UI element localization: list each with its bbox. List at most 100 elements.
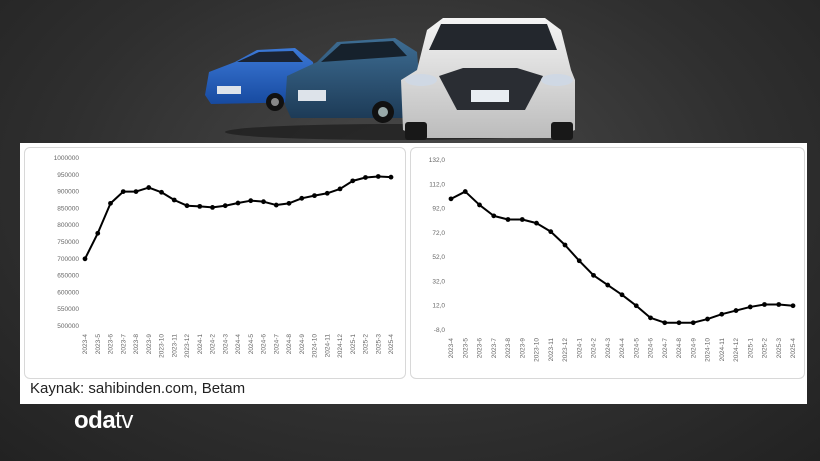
data-point [312, 193, 317, 199]
x-tick-label: 2024-11 [719, 338, 726, 362]
data-point [747, 304, 753, 310]
data-point [705, 316, 710, 322]
x-tick-label: 2024-7 [273, 334, 280, 355]
x-tick-label: 2024-12 [337, 334, 344, 358]
data-point [375, 174, 381, 179]
data-point [273, 202, 279, 208]
x-tick-label: 2024-9 [299, 334, 306, 355]
x-tick-label: 2024-7 [662, 338, 669, 359]
data-point [576, 258, 582, 264]
x-tick-label: 2023-12 [184, 334, 191, 358]
y-tick-label: 500000 [57, 323, 79, 330]
x-tick-label: 2023-12 [562, 338, 569, 362]
x-tick-label: 2024-8 [286, 334, 293, 355]
x-tick-label: 2025-1 [747, 338, 754, 359]
data-point [95, 230, 101, 236]
x-tick-label: 2024-11 [324, 334, 331, 358]
x-tick-label: 2023-6 [108, 334, 115, 355]
x-tick-label: 2024-5 [633, 338, 640, 359]
data-point [462, 189, 468, 194]
x-tick-label: 2024-12 [733, 338, 740, 362]
data-point [534, 220, 539, 226]
data-point [184, 203, 190, 209]
x-tick-label: 2024-6 [261, 334, 268, 355]
y-tick-label: 52,0 [432, 254, 445, 261]
x-tick-label: 2025-1 [350, 334, 357, 355]
x-tick-label: 2023-4 [448, 338, 455, 359]
y-tick-label: 650000 [57, 273, 79, 280]
x-tick-label: 2024-10 [705, 338, 712, 362]
y-tick-label: 132,0 [429, 157, 446, 164]
data-point [519, 217, 525, 222]
data-point [676, 320, 682, 326]
chart-panel: 500000 550000 600000 650000 700000 750000 8000… [20, 143, 807, 404]
data-point [733, 308, 739, 313]
data-point [548, 229, 554, 235]
data-point [171, 197, 177, 203]
x-tick-label: 2023-8 [133, 334, 140, 355]
source-caption: Kaynak: sahibinden.com, Betam [30, 380, 246, 397]
x-tick-label: 2023-7 [120, 334, 127, 355]
data-point [776, 302, 782, 307]
logo-bold-text: oda [74, 407, 116, 434]
x-tick-label: 2024-1 [197, 334, 204, 355]
data-point [261, 199, 266, 205]
series-line [84, 175, 392, 260]
data-point [82, 256, 88, 262]
data-point [235, 200, 241, 206]
data-point [350, 178, 356, 184]
x-tick-label: 2024-2 [210, 334, 217, 355]
data-point [159, 189, 164, 195]
x-tick-label: 2023-8 [505, 338, 512, 359]
y-tick-label: 92,0 [432, 206, 445, 213]
x-tick-label: 2024-9 [690, 338, 697, 359]
data-point [505, 217, 511, 222]
y-tick-label: 112,0 [429, 181, 445, 188]
price-chart-left-svg: 500000 550000 600000 650000 700000 750000 8000… [54, 155, 395, 358]
y-tick-label: 1000000 [54, 155, 80, 162]
y-tick-label: 72,0 [432, 230, 445, 237]
x-tick-label: 2024-4 [619, 338, 626, 359]
x-tick-label: 2025-4 [388, 334, 395, 355]
y-tick-label: 900000 [57, 189, 79, 196]
x-tick-label: 2024-2 [591, 338, 598, 359]
data-point [120, 189, 126, 194]
data-point [591, 272, 596, 278]
x-tick-label: 2023-11 [548, 338, 555, 362]
x-tick-label: 2023-10 [534, 338, 541, 362]
x-tick-label: 2025-2 [762, 338, 769, 359]
data-point [363, 175, 368, 180]
y-tick-label: 800000 [57, 222, 79, 229]
data-point [286, 200, 292, 206]
x-tick-label: 2024-3 [222, 334, 229, 355]
x-tick-label: 2024-5 [248, 334, 255, 355]
x-tick-label: 2023-10 [159, 334, 166, 358]
price-chart-left: 500000 550000 600000 650000 700000 750000 8000… [24, 147, 406, 379]
data-point [222, 203, 228, 209]
y-tick-label: 600000 [57, 289, 79, 296]
x-tick-label: 2025-3 [375, 334, 382, 355]
x-tick-label: 2025-4 [790, 338, 797, 359]
x-tick-label: 2023-6 [477, 338, 484, 359]
data-point [477, 202, 482, 208]
data-point [690, 320, 696, 326]
y-tick-label: 750000 [57, 239, 79, 246]
x-tick-label: 2023-7 [491, 338, 498, 359]
data-point [388, 174, 394, 180]
x-tick-label: 2025-2 [363, 334, 370, 355]
data-point [562, 242, 568, 248]
x-tick-label: 2024-8 [676, 338, 683, 359]
logo-light-text: tv [115, 407, 133, 434]
x-tick-label: 2024-10 [312, 334, 319, 358]
y-tick-label: 700000 [57, 256, 79, 263]
data-point [790, 303, 796, 309]
car-photo [205, 18, 575, 140]
index-chart-right-svg: -8,0 12,0 32,0 52,0 72,0 92,0 112,0 132,0 2023-4… [429, 157, 797, 362]
x-tick-label: 2023-9 [519, 338, 526, 359]
data-point [762, 302, 767, 307]
x-tick-label: 2025-3 [776, 338, 783, 359]
index-chart-right: -8,0 12,0 32,0 52,0 72,0 92,0 112,0 132,0 2023-4… [410, 147, 805, 379]
data-point [648, 315, 653, 321]
x-tick-label: 2023-4 [82, 334, 89, 355]
data-point [491, 213, 497, 219]
